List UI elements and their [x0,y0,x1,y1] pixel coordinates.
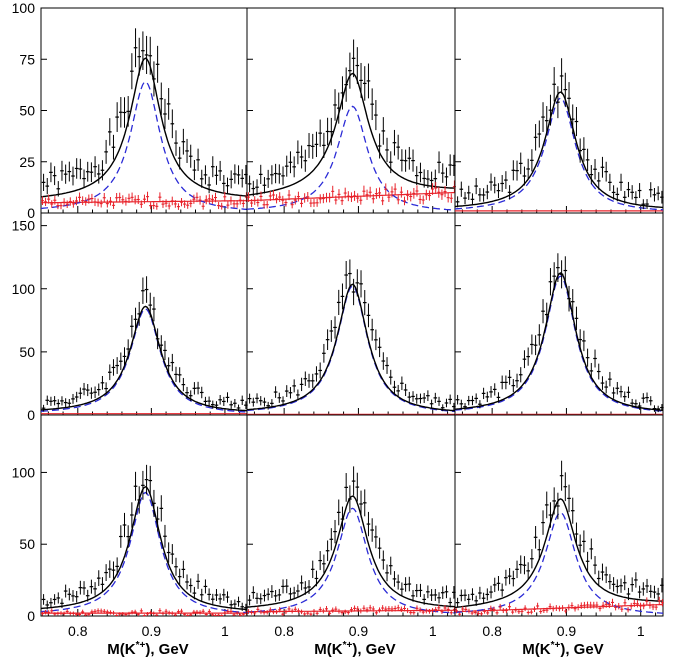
x-tick-label: 0.9 [142,623,162,639]
signal-curve [40,491,248,614]
total-fit-curve [40,305,248,412]
total-fit-curve [40,57,248,198]
y-tick-label: 50 [19,344,35,360]
x-axis-title-tail: ), GeV [560,641,603,657]
y-tick-label: 75 [19,51,35,67]
panel-frame [454,212,664,416]
panel-frame [40,212,248,416]
panel-grid [40,7,664,617]
y-tick-label: 0 [27,205,35,221]
panel-r2-c2 [246,212,456,416]
panel-frame [246,212,456,416]
total-fit-curve [246,283,456,412]
x-tick-label: 0.8 [274,623,294,639]
signal-curve [246,105,456,211]
x-tick-label: 0.8 [68,623,88,639]
x-axis-title-base: M(K [107,641,135,657]
y-tick-label: 25 [19,154,35,170]
y-tick-label: 0 [27,608,35,624]
total-fit-curve [40,486,248,611]
x-axis-title-base: M(K [522,641,550,657]
y-tick-label: 100 [12,0,36,16]
y-tick-label: 150 [12,218,36,234]
signal-curve [246,285,456,413]
panel-r2-c1 [40,212,248,416]
panel-r1-c1 [40,7,248,214]
x-axis-title: M(K*+), GeV [314,640,395,657]
y-tick-label: 50 [19,536,35,552]
x-axis-title-superscript: *+ [136,640,146,651]
panel-r3-c3 [454,414,664,617]
x-axis-title-tail: ), GeV [145,641,188,657]
panel-frame [40,414,248,617]
total-fit-curve [246,495,456,608]
x-tick-label: 1 [221,623,229,639]
panel-frame [454,7,664,214]
panel-r3-c2 [246,414,456,617]
x-axis-title-base: M(K [314,641,342,657]
panel-frame [246,414,456,617]
x-tick-label: 1 [429,623,437,639]
x-axis-title-tail: ), GeV [352,641,395,657]
x-tick-label: 1 [637,623,645,639]
total-fit-curve [454,272,664,411]
x-tick-label: 0.9 [557,623,577,639]
x-tick-label: 0.8 [482,623,502,639]
y-tick-label: 100 [12,281,36,297]
panel-r1-c2 [246,7,456,214]
x-axis-title-superscript: *+ [551,640,561,651]
signal-curve [40,81,248,211]
panel-r2-c3 [454,212,664,416]
y-tick-label: 0 [27,407,35,423]
x-tick-label: 0.9 [349,623,369,639]
panel-r1-c3 [454,7,664,214]
y-tick-label: 50 [19,103,35,119]
panel-r3-c1 [40,414,248,617]
y-tick-label: 100 [12,464,36,480]
x-axis-title: M(K*+), GeV [107,640,188,657]
x-axis-title: M(K*+), GeV [522,640,603,657]
signal-curve [454,275,664,412]
signal-curve [246,507,456,614]
panel-frame [454,414,664,617]
x-axis-title-superscript: *+ [343,640,353,651]
total-fit-curve [454,91,664,209]
signal-curve [454,97,664,211]
signal-curve [40,308,248,413]
total-fit-curve [246,72,456,196]
